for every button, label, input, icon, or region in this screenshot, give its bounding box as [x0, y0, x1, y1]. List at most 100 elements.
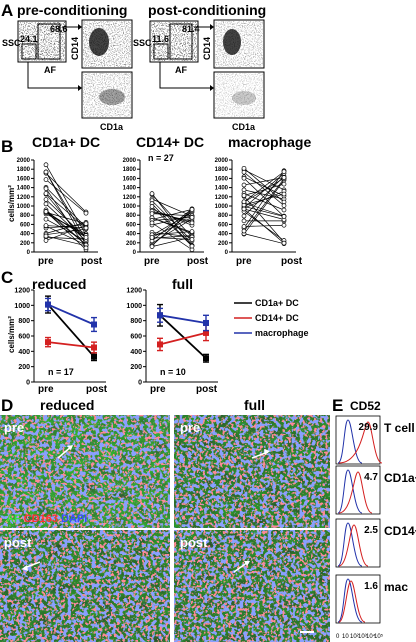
ssc-axis-label: SSC: [2, 38, 21, 48]
data-point: [91, 344, 97, 351]
y-tick-label: 600: [218, 222, 229, 228]
paired-line: [45, 211, 87, 250]
chart-full: 0 200 400 600 800 1000 1200: [126, 288, 218, 387]
data-point: [45, 339, 51, 346]
post-point: [281, 181, 287, 187]
gate-high: [37, 23, 61, 60]
series-line: [159, 332, 207, 346]
pre-point: [43, 177, 49, 182]
paired-line: [45, 225, 87, 246]
control-curve: [337, 469, 363, 514]
y-tick-label: 800: [20, 213, 31, 219]
pre-point: [43, 238, 49, 243]
paired-line: [45, 225, 87, 229]
x-tick-pre: pre: [38, 256, 54, 267]
paired-line: [45, 193, 87, 229]
x-tick: 10³: [358, 634, 367, 640]
y-axis: 0 200 400 600 800 1000 1200 1400 1600 1800 2000: [123, 158, 204, 256]
paired-line: [45, 224, 87, 229]
panel-a-title-post: post-conditioning: [148, 2, 266, 18]
paired-line: [45, 188, 87, 249]
series-cd14-dc: [45, 336, 97, 354]
paired-line: [45, 187, 87, 228]
y-axis: 0 200 400 600 800 1000 1200 1400 1600 1800 2000: [17, 158, 98, 256]
y-tick-label: 2000: [215, 158, 229, 164]
plot-dots: [151, 22, 197, 61]
paired-line: [243, 171, 285, 206]
plot-dots: [83, 21, 131, 67]
cd52-curve: [338, 580, 366, 623]
post-cd14-cd1a-plot-bottom: [213, 71, 265, 119]
y-tick-label: 400: [126, 232, 137, 238]
panel-e: E CD52 29.9T cell4.7CD1a+2.5CD14+1.6mac …: [332, 396, 416, 640]
histogram-frame: [335, 465, 381, 515]
gate-high: [169, 23, 193, 60]
y-tick-label: 1600: [123, 176, 137, 182]
legend-label-cd1a: CD1a+ DC: [255, 298, 299, 308]
histograms: 29.9 T cell 4.7 CD1a+ 2.5 CD14+ 1.6 mac: [335, 415, 416, 624]
x-tick: 10⁵: [374, 633, 384, 640]
subpanel-title-reduced: reduced: [32, 276, 86, 292]
data-point: [157, 341, 163, 348]
control-curve: [337, 419, 363, 464]
pre-point: [149, 211, 155, 217]
x-tick: 10⁴: [366, 633, 376, 640]
cd14-axis-label: CD14: [70, 37, 80, 60]
gate-arrow-head: [78, 24, 82, 30]
histogram-label: CD1a+: [384, 471, 416, 485]
y-tick-label: 600: [18, 334, 30, 341]
y-tick-label: 1200: [215, 195, 229, 201]
panel-a-title-pre: pre-conditioning: [17, 2, 127, 18]
paired-line: [243, 193, 285, 206]
post-point: [189, 207, 195, 212]
post-point: [189, 243, 195, 249]
micrograph-reduced-post: post: [0, 530, 170, 642]
paired-line: [45, 211, 87, 245]
paired-line: [45, 212, 87, 236]
pre-point: [149, 191, 155, 196]
y-tick-label: 1400: [215, 186, 229, 192]
data-point: [91, 353, 97, 360]
paired-line: [45, 211, 87, 238]
control-curve: [337, 578, 363, 623]
series-line: [159, 314, 207, 324]
x-tick-post: post: [187, 256, 209, 267]
y-tick-label: 600: [130, 334, 142, 341]
y-tick-label: 200: [130, 364, 142, 371]
subpanel-title: CD1a+ DC: [32, 134, 100, 150]
y-tick-label: 800: [126, 213, 137, 219]
y-tick-label: 0: [138, 380, 142, 387]
series-macrophage: [45, 297, 97, 333]
x-tick-pre: pre: [150, 384, 166, 395]
histogram-frame: [335, 518, 381, 568]
y-tick-label: 1800: [123, 167, 137, 173]
y-tick-label: 800: [130, 318, 142, 325]
cd52-curve: [338, 421, 383, 464]
image-label: pre: [180, 420, 200, 435]
y-tick-label: 600: [20, 222, 31, 228]
image-label: pre: [4, 420, 24, 435]
x-tick-post: post: [281, 256, 303, 267]
subpanel-title: macrophage: [228, 134, 311, 150]
gate-low: [153, 43, 169, 60]
y-tick-label: 1400: [17, 186, 31, 192]
gate-low: [21, 43, 37, 60]
paired-line: [45, 173, 87, 213]
post-point: [83, 235, 89, 240]
pre-point: [241, 206, 247, 212]
paired-lines: [241, 165, 287, 247]
paired-line: [45, 203, 87, 242]
image-label: post: [180, 535, 208, 550]
pre-point: [241, 213, 247, 219]
y-tick-label: 200: [126, 241, 137, 247]
pre-point: [241, 182, 247, 188]
y-tick-label: 400: [18, 349, 30, 356]
post-cd14-cd1a-plot-top: [213, 19, 265, 69]
paired-line: [45, 228, 87, 236]
y-tick-label: 1000: [123, 204, 137, 210]
y-tick-label: 800: [218, 213, 229, 219]
gate-high-value: 81.4: [182, 24, 200, 34]
y-tick-label: 2000: [17, 158, 31, 164]
histogram-value: 4.7: [364, 472, 378, 483]
x-tick-post: post: [196, 384, 218, 395]
